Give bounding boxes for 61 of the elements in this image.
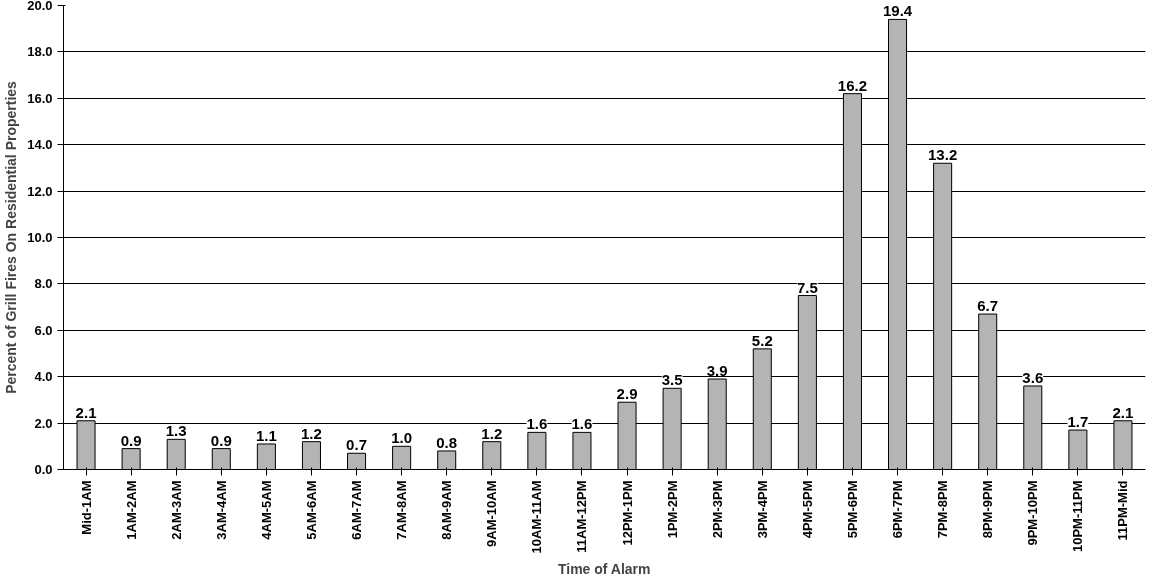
x-tick-label: Mid-1AM (78, 480, 94, 535)
x-tick-label: 8PM-9PM (980, 480, 996, 539)
y-tick-label: 2.0 (34, 415, 53, 431)
x-tick-label: 7PM-8PM (935, 480, 951, 539)
data-label: 3.9 (706, 362, 728, 380)
data-label: 1.0 (391, 429, 413, 447)
data-label: 0.8 (436, 433, 458, 451)
y-tick-label: 12.0 (27, 183, 53, 199)
y-tick-label: 14.0 (27, 137, 53, 153)
data-label: 0.9 (120, 431, 142, 449)
data-label: 19.4 (882, 2, 913, 20)
data-label: 1.6 (571, 415, 593, 433)
data-label: 2.9 (616, 385, 638, 403)
x-tick-label: 11PM-Mid (1115, 480, 1131, 541)
data-label: 3.6 (1022, 368, 1044, 386)
x-tick-label: 6AM-7AM (349, 480, 365, 540)
x-tick-label: 3PM-4PM (754, 480, 770, 539)
x-tick-label: 5AM-6AM (303, 480, 319, 540)
y-tick-label: 0.0 (34, 462, 53, 477)
data-label: 1.6 (526, 415, 548, 433)
data-label: 1.3 (165, 422, 187, 440)
data-label: 0.9 (210, 431, 232, 449)
x-tick-label: 12PM-1PM (619, 480, 635, 546)
y-tick-label: 20.0 (27, 0, 53, 13)
data-label: 0.7 (346, 436, 367, 454)
y-tick-label: 10.0 (27, 230, 53, 245)
x-tick-label: 4AM-5AM (258, 480, 274, 540)
x-tick-label: 8AM-9AM (439, 480, 455, 540)
x-tick-label: 2PM-3PM (709, 480, 725, 539)
x-tick-label: 1PM-2PM (664, 480, 680, 539)
data-label: 1.7 (1067, 413, 1089, 431)
x-tick-label: 2AM-3AM (168, 480, 184, 540)
x-tick-label: 9PM-10PM (1025, 480, 1041, 546)
y-tick-label: 16.0 (27, 90, 53, 106)
x-tick-label: 4PM-5PM (799, 480, 815, 539)
y-tick-label: 8.0 (34, 276, 53, 292)
data-label: 3.5 (661, 371, 683, 389)
x-tick-label: 9AM-10AM (484, 480, 500, 547)
data-label: 13.2 (928, 146, 958, 164)
y-tick-label: 6.0 (34, 322, 53, 338)
x-tick-label: 7AM-8AM (394, 480, 410, 540)
x-tick-label: 1AM-2AM (123, 480, 139, 540)
y-tick-label: 4.0 (34, 369, 53, 385)
data-label: 1.2 (481, 424, 503, 442)
x-tick-label: 5PM-6PM (844, 480, 860, 539)
data-label: 1.2 (301, 424, 322, 442)
x-axis-title: Time of Alarm (557, 561, 651, 578)
x-tick-label: 3AM-4AM (213, 480, 229, 540)
x-tick-label: 6PM-7PM (890, 480, 906, 539)
data-label: 5.2 (751, 331, 773, 349)
data-label: 6.7 (977, 297, 999, 315)
data-label: 16.2 (837, 76, 868, 94)
x-tick-label: 10PM-11PM (1070, 480, 1086, 553)
y-tick-label: 18.0 (27, 44, 53, 60)
data-label: 1.1 (255, 426, 277, 444)
x-tick-label: 10AM-11AM (529, 480, 545, 554)
x-tick-label: 11AM-12PM (574, 480, 590, 553)
data-label: 2.1 (75, 403, 97, 421)
data-label: 2.1 (1112, 403, 1134, 421)
data-label: 7.5 (796, 278, 818, 296)
y-axis-title: Percent of Grill Fires On Residential Properties (3, 80, 20, 394)
